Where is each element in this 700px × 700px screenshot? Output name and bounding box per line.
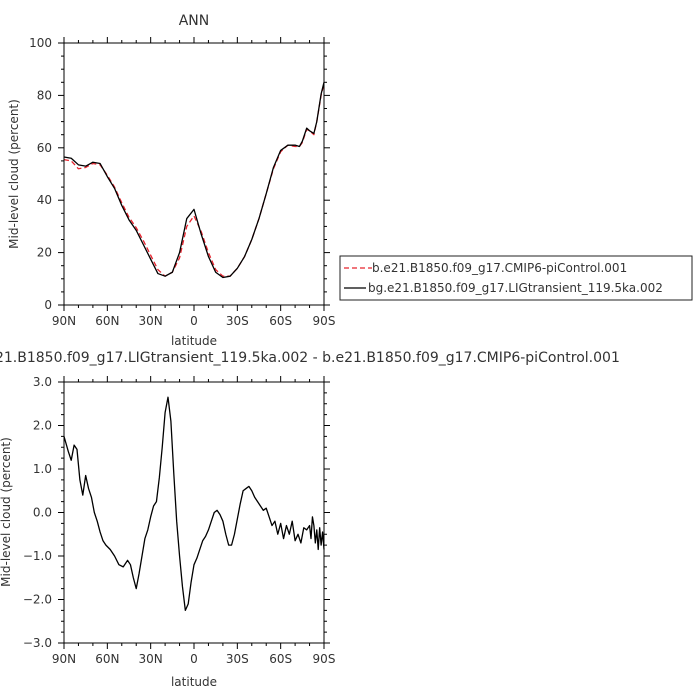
chart-1-x-tick-label: 90N [52, 314, 76, 328]
legend-label-LIGtransient: bg.e21.B1850.f09_g17.LIGtransient_119.5k… [368, 281, 663, 295]
chart-2-y-tick-label: 3.0 [33, 375, 52, 389]
chart-1-x-tick-label: 60N [95, 314, 119, 328]
chart-2-x-axis-label: latitude [171, 675, 217, 689]
chart-2: 90N 60N 30N 0 30S 60S 90S −3.0 −2.0 −1.0 0.0 1.0 2.0… [23, 375, 336, 666]
legend-box [339, 255, 693, 301]
chart-2-y-tick-label: −1.0 [23, 549, 52, 563]
chart-2-x-tick-label: 30N [139, 652, 163, 666]
chart-2-y-tick-label: −2.0 [23, 593, 52, 607]
chart-1-x-tick-label: 30S [226, 314, 249, 328]
chart-2-y-tick-label: 2.0 [33, 419, 52, 433]
legend-label-piControl: b.e21.B1850.f09_g17.CMIP6-piControl.001 [372, 261, 627, 275]
chart-1-series-2-line [63, 82, 325, 279]
chart-2-y-axis-label: Mid-level cloud (percent) [0, 437, 13, 587]
chart-1-legend: b.e21.B1850.f09_g17.CMIP6-piControl.001 … [339, 255, 693, 301]
chart-1-y-tick-label: 40 [37, 193, 52, 207]
chart-1-plot-frame [63, 42, 325, 306]
chart-1-x-tick-label: 30N [139, 314, 163, 328]
chart-2-y-tick-label: 0.0 [33, 506, 52, 520]
chart-1-y-tick-label: 60 [37, 141, 52, 155]
chart-2-title: bg.e21.B1850.f09_g17.LIGtransient_119.5k… [0, 350, 620, 366]
chart-2-x-tick-label: 30S [226, 652, 249, 666]
chart-1: 90N 60N 30N 0 30S 60S 90S 0 20 40 60 80 100 [29, 36, 335, 328]
chart-1-y-tick-label: 20 [37, 246, 52, 260]
chart-1-x-tick-label: 90S [313, 314, 336, 328]
chart-2-x-tick-label: 0 [190, 652, 198, 666]
chart-2-series-1-line [63, 396, 325, 612]
chart-1-y-tick-label: 80 [37, 88, 52, 102]
chart-1-x-axis-label: latitude [171, 334, 217, 348]
chart-2-plot-frame [63, 381, 325, 644]
chart-1-y-axis-label: Mid-level cloud (percent) [7, 99, 21, 249]
chart-2-x-tick-label: 90N [52, 652, 76, 666]
chart-2-x-tick-label: 60S [269, 652, 292, 666]
chart-1-y-tick-label: 100 [29, 36, 52, 50]
chart-2-x-tick-label: 60N [95, 652, 119, 666]
chart-2-y-tick-label: −3.0 [23, 636, 52, 650]
chart-1-y-tick-label: 0 [44, 298, 52, 312]
chart-1-x-tick-label: 0 [190, 314, 198, 328]
chart-1-series-1-line [63, 83, 325, 277]
chart-2-x-tick-label: 90S [313, 652, 336, 666]
chart-1-x-tick-label: 60S [269, 314, 292, 328]
chart-1-title: ANN [179, 13, 210, 29]
chart-2-y-tick-label: 1.0 [33, 462, 52, 476]
